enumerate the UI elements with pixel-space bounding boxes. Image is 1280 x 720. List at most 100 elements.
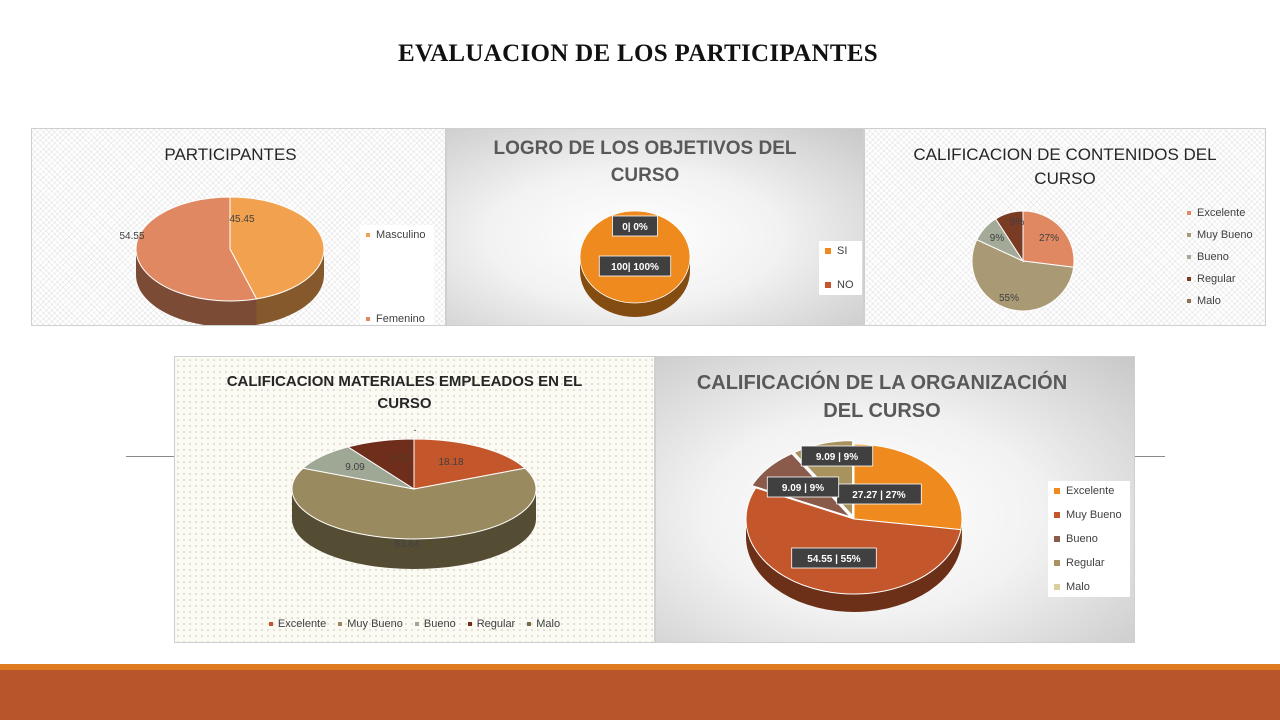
legend-item-malo: Malo bbox=[1187, 295, 1253, 307]
legend-label: Excelente bbox=[1197, 207, 1246, 219]
legend-label: Excelente bbox=[1066, 485, 1115, 497]
legend-swatch bbox=[1187, 299, 1191, 303]
legend-label: NO bbox=[837, 279, 854, 291]
divider-line-left bbox=[126, 456, 176, 457]
data-label: 9.09 bbox=[345, 462, 365, 473]
footer-accent-line bbox=[0, 664, 1280, 670]
data-label: 0| 0% bbox=[622, 222, 648, 233]
legend-item-excelente: Excelente bbox=[1054, 485, 1122, 497]
data-label: 100| 100% bbox=[611, 262, 659, 273]
legend-label: Regular bbox=[1197, 273, 1236, 285]
chart-materiales-panel: CALIFICACION MATERIALES EMPLEADOS EN EL … bbox=[174, 356, 655, 643]
legend-item-malo: Malo bbox=[527, 618, 560, 630]
data-label: 9.09 | 9% bbox=[782, 483, 824, 494]
legend-item-si: SI bbox=[825, 245, 854, 257]
chart-title: CALIFICACION DE CONTENIDOS DEL CURSO bbox=[913, 145, 1217, 188]
pie-slice-side-femenino bbox=[136, 249, 257, 325]
legend-label: Muy Bueno bbox=[347, 618, 403, 630]
chart-contenidos-panel: CALIFICACION DE CONTENIDOS DEL CURSO 27%… bbox=[864, 128, 1266, 326]
pie-chart-logro: 0| 0% 100| 100% bbox=[579, 210, 691, 317]
legend-label: Bueno bbox=[1197, 251, 1229, 263]
legend-swatch bbox=[467, 622, 472, 626]
chart-title: PARTICIPANTES bbox=[164, 145, 297, 164]
data-label: 55% bbox=[999, 293, 1019, 304]
legend-swatch bbox=[366, 233, 370, 237]
pie-chart-participantes: 45.45 54.55 bbox=[119, 196, 325, 325]
chart-title: LOGRO DE LOS OBJETIVOS DEL CURSO bbox=[493, 138, 797, 186]
chart-legend: SI NO bbox=[819, 241, 862, 295]
pie-slice-regular bbox=[346, 438, 415, 490]
legend-label: Excelente bbox=[277, 618, 327, 630]
data-label-box bbox=[612, 215, 658, 237]
legend-swatch bbox=[414, 622, 419, 626]
data-label-box bbox=[800, 445, 874, 467]
legend-item-excelente: Excelente bbox=[1187, 207, 1253, 219]
data-label: 9% bbox=[990, 233, 1005, 244]
legend-swatch bbox=[1054, 488, 1060, 494]
data-label: 54.55 | 55% bbox=[807, 554, 861, 565]
data-label: 18.18 bbox=[438, 457, 463, 468]
pie-slice-femenino bbox=[135, 196, 258, 302]
legend-label: SI bbox=[837, 245, 848, 257]
legend-swatch bbox=[268, 622, 273, 626]
legend-swatch bbox=[825, 282, 831, 288]
legend-item-bueno: Bueno bbox=[1054, 533, 1122, 545]
pie-slice-side-si bbox=[580, 257, 690, 317]
legend-item-regular: Regular bbox=[467, 618, 516, 630]
data-label: 27% bbox=[1039, 233, 1059, 244]
data-label: 27.27 | 27% bbox=[852, 490, 906, 501]
pie-slice-side-muy-bueno bbox=[292, 489, 536, 569]
data-label-box bbox=[766, 476, 840, 498]
legend-swatch bbox=[1054, 584, 1060, 590]
data-label: - bbox=[414, 425, 417, 435]
pie-slice-muy-bueno bbox=[291, 467, 537, 540]
legend-swatch bbox=[1054, 512, 1060, 518]
data-label: 9% bbox=[1010, 217, 1025, 228]
legend-item-femenino: Femenino bbox=[366, 313, 426, 325]
legend-swatch bbox=[527, 622, 532, 626]
legend-swatch bbox=[1054, 560, 1060, 566]
legend-label: Bueno bbox=[1066, 533, 1098, 545]
chart-title: CALIFICACION MATERIALES EMPLEADOS EN EL … bbox=[226, 373, 583, 412]
legend-item-no: NO bbox=[825, 279, 854, 291]
legend-swatch bbox=[825, 248, 831, 254]
legend-label: Malo bbox=[1066, 581, 1090, 593]
legend-label: Regular bbox=[476, 618, 516, 630]
chart-organizacion-panel: CALIFICACIÓN DE LA ORGANIZACIÓN DEL CURS… bbox=[655, 356, 1135, 643]
pie-slice-masculino bbox=[229, 196, 325, 300]
legend-swatch bbox=[1187, 211, 1191, 215]
data-label: 45.45 bbox=[229, 214, 254, 225]
slide-title: EVALUACION DE LOS PARTICIPANTES bbox=[397, 40, 879, 67]
legend-swatch bbox=[366, 317, 370, 321]
divider-line-right bbox=[1133, 456, 1165, 457]
pie-slice-muy-bueno bbox=[971, 239, 1075, 312]
legend-swatch bbox=[1054, 536, 1060, 542]
legend-label: Femenino bbox=[376, 313, 425, 325]
data-label: 54.55 bbox=[119, 231, 144, 242]
legend-label: Bueno bbox=[423, 618, 456, 630]
legend-item-bueno: Bueno bbox=[414, 618, 456, 630]
footer-bar bbox=[0, 664, 1280, 720]
legend-label: Malo bbox=[536, 618, 561, 630]
legend-label: Masculino bbox=[376, 229, 426, 241]
legend-item-malo: Malo bbox=[1054, 581, 1122, 593]
legend-label: Malo bbox=[1197, 295, 1221, 307]
legend-item-muy-bueno: Muy Bueno bbox=[1054, 509, 1122, 521]
legend-swatch bbox=[1187, 255, 1191, 259]
legend-label: Muy Bueno bbox=[1197, 229, 1253, 241]
legend-label: Muy Bueno bbox=[1066, 509, 1122, 521]
chart-title: CALIFICACIÓN DE LA ORGANIZACIÓN DEL CURS… bbox=[696, 372, 1068, 422]
chart-legend: Excelente Muy Bueno Bueno Regular Malo bbox=[175, 618, 654, 630]
chart-participantes-panel: PARTICIPANTES 45.45 54.55 Masculino Femeni… bbox=[31, 128, 446, 326]
pie-slice-side-masculino bbox=[256, 249, 324, 325]
data-label: 9.09 | 9% bbox=[816, 452, 858, 463]
chart-legend: Excelente Muy Bueno Bueno Regular Malo bbox=[1048, 481, 1130, 597]
legend-swatch bbox=[338, 622, 343, 626]
pie-chart-contenidos: 27% 55% 9% 9% bbox=[971, 210, 1075, 312]
pie-chart-organizacion: 27.27 | 27% 54.55 | 55% 9.09 | 9% 9.09 | 9% bbox=[745, 440, 963, 613]
data-label: 63.64 bbox=[394, 539, 419, 550]
pie-slice-excelente bbox=[1022, 210, 1075, 268]
pie-slice-regular bbox=[994, 210, 1024, 263]
legend-swatch bbox=[1187, 233, 1191, 237]
pie-slice-excelente bbox=[413, 438, 527, 490]
